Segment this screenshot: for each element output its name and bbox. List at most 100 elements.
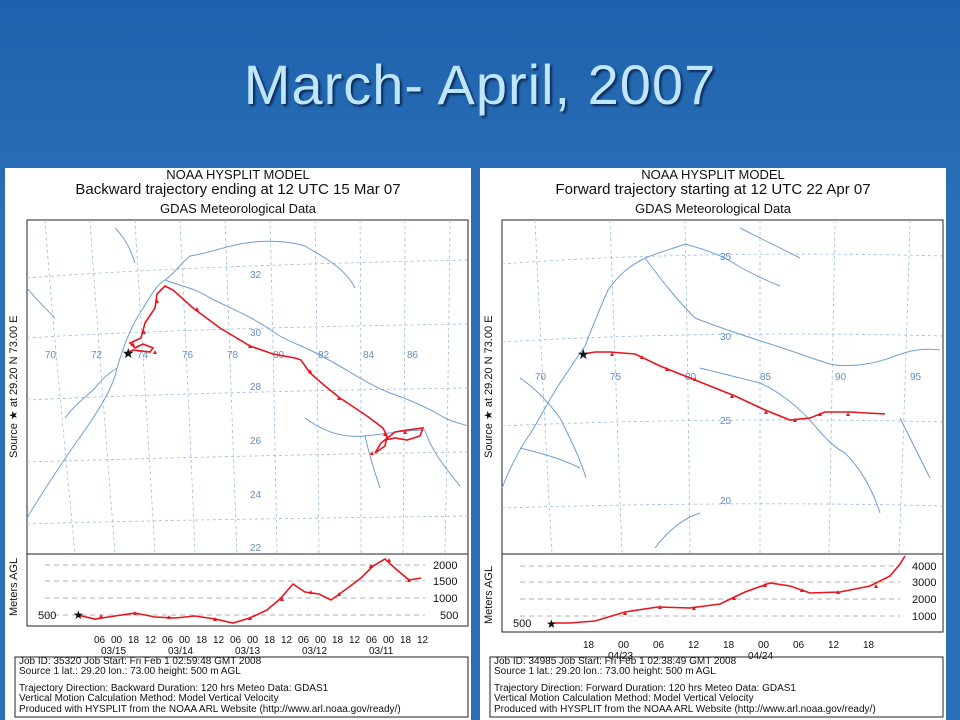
height-frame	[26, 553, 469, 627]
height-level: 4000	[912, 561, 936, 573]
height-level: 1000	[433, 593, 457, 605]
trajectory-line	[124, 285, 425, 454]
lon-label: 85	[760, 372, 772, 383]
date-label: 03/15	[101, 646, 126, 657]
time-tick: 00	[247, 635, 259, 646]
time-tick: 06	[162, 635, 174, 646]
time-tick: 00	[315, 635, 327, 646]
meta-line: Job ID: 35320 Job Start: Fri Feb 1 02:59…	[19, 656, 262, 667]
meta-line: Source 1 lat.: 29.20 lon.: 73.00 height:…	[494, 666, 716, 678]
time-tick: 18	[863, 640, 875, 651]
lat-label: 20	[720, 496, 732, 507]
source-axis-label: Source ★ at 29.20 N 73.00 E	[483, 315, 495, 458]
height-level: 3000	[912, 577, 936, 589]
lat-label: 26	[250, 436, 262, 447]
lat-label: 28	[250, 382, 262, 393]
lon-label: 70	[535, 372, 547, 383]
job-metadata: Job ID: 34985 Job Start: Fri Feb 1 02:38…	[494, 656, 944, 715]
lon-label: 86	[407, 350, 419, 361]
trajectory-line	[582, 351, 886, 421]
map-graticule	[26, 219, 469, 555]
height-level: 2000	[433, 560, 457, 572]
meta-line: Source 1 lat.: 29.20 lon.: 73.00 height:…	[19, 666, 241, 678]
lon-label: 90	[835, 372, 847, 383]
meta-line: Produced with HYSPLIT from the NOAA ARL …	[494, 703, 876, 715]
height-profile-line	[76, 558, 422, 624]
time-tick: 18	[196, 635, 208, 646]
source-axis-label: Source ★ at 29.20 N 73.00 E	[8, 315, 20, 458]
meta-line: Vertical Motion Calculation Method: Mode…	[19, 693, 279, 705]
model-name: NOAA HYSPLIT MODEL	[166, 168, 310, 182]
time-tick: 06	[366, 635, 378, 646]
height-frame	[501, 553, 944, 633]
time-tick: 18	[723, 640, 735, 651]
time-tick: 12	[688, 640, 700, 651]
trajectory-title: Forward trajectory starting at 12 UTC 22…	[555, 181, 871, 198]
source-star-icon: ★	[577, 346, 590, 362]
map-borders	[26, 227, 469, 519]
lat-label: 35	[720, 252, 732, 263]
model-name: NOAA HYSPLIT MODEL	[641, 168, 785, 182]
date-label: 03/13	[235, 646, 260, 657]
time-tick: 18	[264, 635, 276, 646]
date-label: 03/11	[369, 646, 394, 657]
lon-label: 70	[45, 350, 57, 361]
height-gridlines	[520, 565, 900, 617]
time-tick: 12	[417, 635, 429, 646]
lat-label: 25	[720, 416, 732, 427]
height-axis-label: Meters AGL	[8, 558, 20, 616]
time-tick: 00	[383, 635, 395, 646]
height-left-label: 500	[513, 618, 531, 630]
time-tick: 06	[793, 640, 805, 651]
trajectory-map-svg: 70 75 80 85 90 95 35 30 25 20 ★ Source ★…	[483, 219, 944, 718]
lon-label: 76	[182, 350, 194, 361]
lon-label: 78	[227, 350, 239, 361]
lon-label: 72	[91, 350, 103, 361]
height-axis-label: Meters AGL	[483, 566, 495, 624]
trajectory-markers	[131, 299, 407, 455]
time-tick: 06	[653, 640, 665, 651]
map-axis-labels: 70 75 80 85 90 95 35 30 25 20	[535, 252, 922, 507]
meta-line: Vertical Motion Calculation Method: Mode…	[494, 693, 754, 705]
time-tick: 18	[128, 635, 140, 646]
time-tick: 06	[230, 635, 242, 646]
lon-label: 82	[318, 350, 330, 361]
map-borders	[501, 227, 941, 549]
time-tick: 18	[400, 635, 412, 646]
height-markers	[99, 558, 411, 621]
time-tick: 12	[349, 635, 361, 646]
height-start-star-icon: ★	[73, 608, 84, 622]
metadata-box	[14, 656, 469, 718]
height-left-label: 500	[38, 610, 56, 622]
trajectory-map-svg: 70 72 74 76 78 80 82 84 86 32 30 28 26 2…	[8, 219, 469, 718]
data-source: GDAS Meteorological Data	[159, 201, 317, 216]
meta-line: Trajectory Direction: Backward Duration:…	[19, 682, 329, 694]
lat-label: 22	[250, 543, 262, 554]
meta-line: Job ID: 34985 Job Start: Fri Feb 1 02:38…	[494, 656, 737, 667]
lon-label: 74	[137, 350, 149, 361]
map-graticule	[501, 219, 944, 555]
slide-title: March- April, 2007	[243, 53, 717, 116]
lat-label: 32	[250, 270, 262, 281]
trajectory-title: Backward trajectory ending at 12 UTC 15 …	[75, 181, 401, 198]
date-label: 03/14	[168, 646, 193, 657]
height-gridlines	[45, 564, 425, 616]
lon-label: 75	[610, 372, 622, 383]
time-tick-labels: 06 00 18 12 06 00 18 12 06 00 18 12 06 0…	[94, 635, 429, 657]
data-source: GDAS Meteorological Data	[634, 201, 792, 216]
height-level: 1500	[433, 576, 457, 588]
forward-trajectory-panel: NOAA HYSPLIT MODEL Forward trajectory st…	[480, 168, 946, 720]
metadata-box	[489, 656, 944, 718]
time-tick: 00	[618, 640, 630, 651]
time-tick: 18	[332, 635, 344, 646]
height-profile-line	[552, 555, 906, 624]
height-level: 1000	[912, 611, 936, 623]
map-axis-labels: 70 72 74 76 78 80 82 84 86 32 30 28 26 2…	[45, 270, 419, 554]
time-tick: 12	[828, 640, 840, 651]
time-tick: 00	[111, 635, 123, 646]
trajectory-markers	[610, 352, 850, 422]
meta-line: Produced with HYSPLIT from the NOAA ARL …	[19, 703, 401, 715]
height-labels: 2000 1500 1000 500 500	[38, 560, 458, 622]
height-level: 2000	[912, 594, 936, 606]
time-tick: 18	[583, 640, 595, 651]
